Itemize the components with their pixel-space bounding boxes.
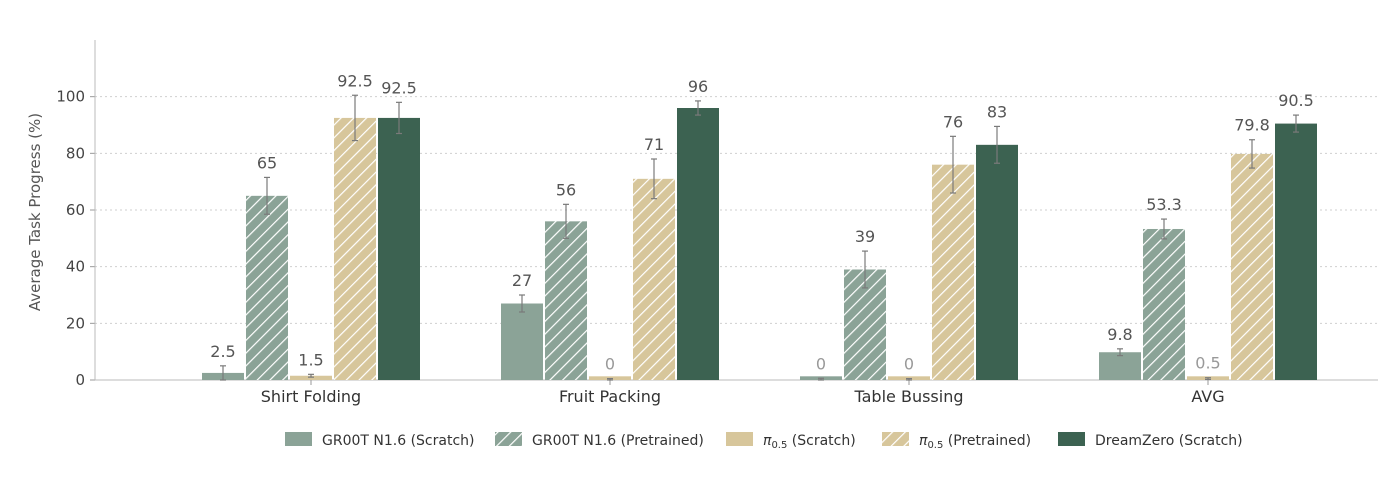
data-label: 90.5 [1278, 91, 1314, 110]
data-label: 71 [644, 135, 664, 154]
bar [633, 178, 675, 380]
bar [501, 303, 543, 380]
bar [932, 164, 974, 380]
legend: GR00T N1.6 (Scratch) GR00T N1.6 (Pretrain… [285, 432, 1243, 451]
data-label: 92.5 [337, 71, 373, 90]
data-label: 0.5 [1195, 354, 1220, 373]
y-tick-label: 40 [66, 258, 85, 276]
data-label: 53.3 [1146, 195, 1182, 214]
data-label: 56 [556, 180, 576, 199]
bar [334, 117, 376, 381]
data-label: 0 [904, 355, 914, 374]
data-label: 79.8 [1234, 116, 1270, 135]
legend-label: GR00T N1.6 (Scratch) [322, 433, 474, 449]
legend-label: π0.5 (Pretrained) [919, 433, 1031, 451]
x-tick-label: AVG [1191, 387, 1224, 406]
legend-swatch [1058, 432, 1085, 446]
data-label: 83 [987, 102, 1007, 121]
y-tick-label: 100 [56, 88, 85, 106]
legend-swatch [726, 432, 753, 446]
bar [378, 117, 420, 381]
data-label: 1.5 [298, 350, 323, 369]
data-label: 76 [943, 112, 963, 131]
bar [1275, 123, 1317, 380]
bar [545, 221, 587, 380]
legend-swatch [285, 432, 312, 446]
legend-label: π0.5 (Scratch) [763, 433, 856, 451]
y-tick-label: 60 [66, 201, 85, 219]
bar [290, 375, 332, 380]
bar [1099, 352, 1141, 380]
data-labels: 2.5 65 1.5 92.5 92.5 27 56 0 71 96 0 39 0 76 83 9.8 53.3… [210, 71, 1314, 373]
legend-swatch [495, 432, 522, 446]
data-label: 96 [688, 77, 708, 96]
gridlines [95, 96, 1378, 324]
y-axis-label: Average Task Progress (%) [26, 113, 44, 311]
data-label: 0 [605, 355, 615, 374]
x-tick-label: Shirt Folding [261, 387, 361, 406]
bar [677, 108, 719, 380]
y-tick-label: 20 [66, 314, 85, 332]
y-tick-label: 80 [66, 144, 85, 162]
bars [202, 94, 1317, 381]
x-tick-label: Fruit Packing [559, 387, 661, 406]
data-label: 27 [512, 271, 532, 290]
data-label: 39 [855, 227, 875, 246]
data-label: 0 [816, 354, 826, 373]
bar [246, 195, 288, 380]
x-tick-label: Table Bussing [854, 387, 964, 406]
legend-label: GR00T N1.6 (Pretrained) [532, 433, 704, 449]
bar [1231, 153, 1273, 380]
legend-label: DreamZero (Scratch) [1095, 433, 1243, 449]
data-label: 2.5 [210, 342, 235, 361]
bar [976, 144, 1018, 380]
data-label: 65 [257, 153, 277, 172]
legend-swatch [882, 432, 909, 446]
data-label: 9.8 [1107, 325, 1132, 344]
y-tick-label: 0 [75, 371, 85, 389]
data-label: 92.5 [381, 78, 417, 97]
bar [1143, 228, 1185, 380]
